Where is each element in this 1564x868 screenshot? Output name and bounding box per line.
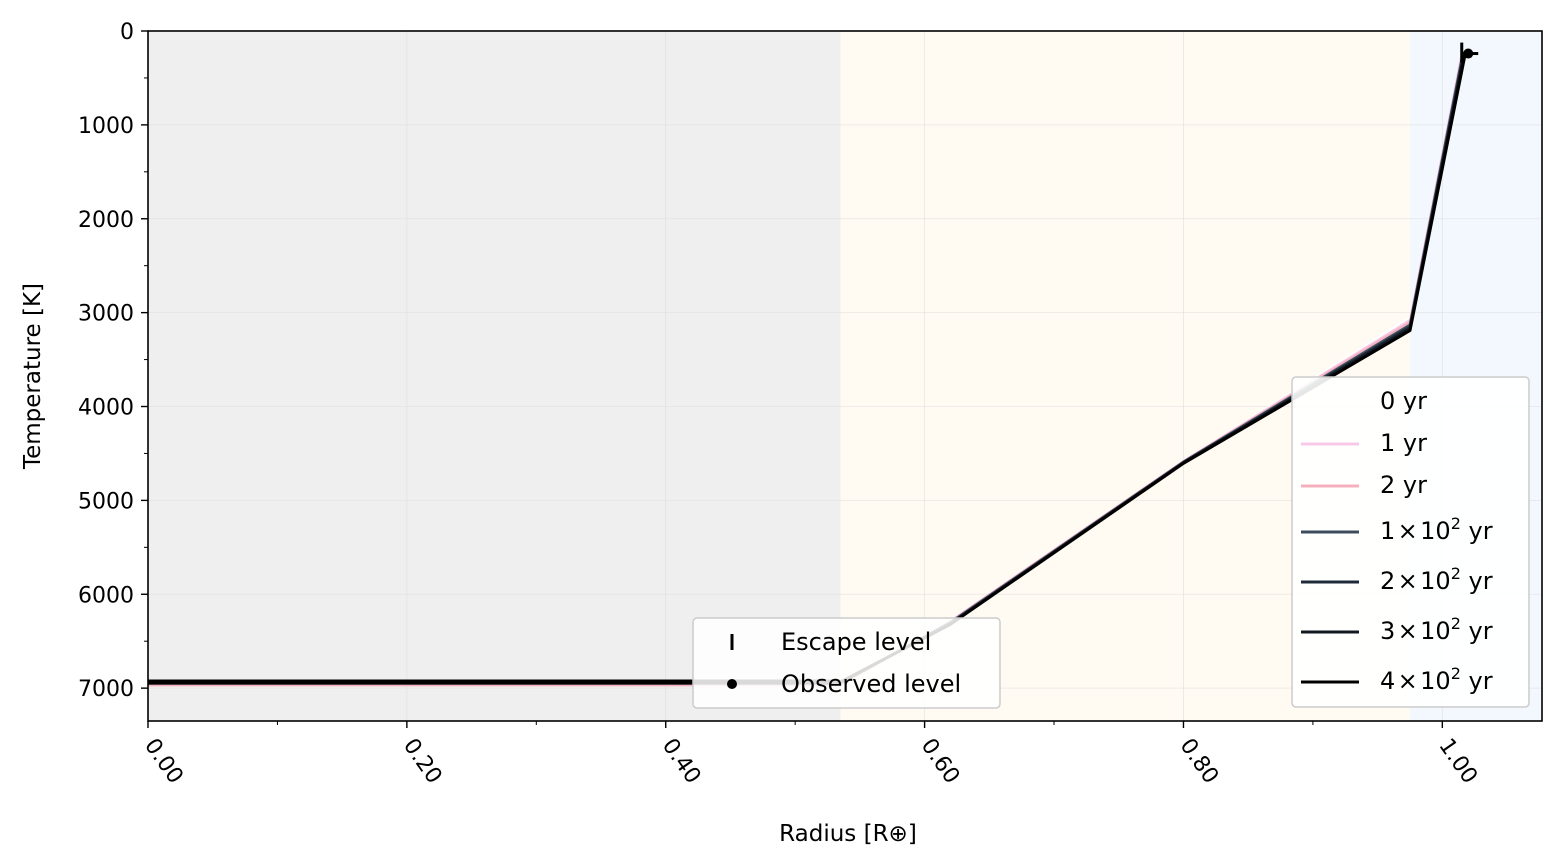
legend-main-box [1291, 376, 1530, 708]
region-shading [148, 31, 1542, 721]
x-tick-label: 0.40 [657, 734, 706, 788]
legend-level-markers: Escape level Observed level [692, 617, 1001, 709]
x-tick-label: 0.60 [916, 734, 965, 788]
y-tick-label: 4000 [78, 396, 134, 421]
x-axis-label: Radius [R⊕] [779, 821, 917, 847]
legend-markers-label: Escape level [781, 628, 931, 656]
x-tick-label: 0.80 [1175, 734, 1224, 788]
x-tick-label: 0.00 [139, 734, 188, 788]
plot-frame [147, 30, 1543, 722]
level-markers [1460, 42, 1479, 63]
legend-series-label: 1 yr [1380, 429, 1427, 457]
region-0 [148, 31, 841, 721]
legend-series-label: 2 × 102 yr [1380, 564, 1493, 595]
y-tick-label: 2000 [78, 208, 134, 233]
legend-series-label: 0 yr [1380, 387, 1427, 415]
legend-markers-label: Observed level [781, 670, 961, 698]
y-axis-label: Temperature [K] [20, 283, 46, 470]
legend-series-label: 2 yr [1380, 471, 1427, 499]
legend-markers-box [692, 617, 1001, 709]
y-tick-label: 7000 [78, 677, 134, 702]
x-tick-label: 1.00 [1433, 734, 1482, 788]
x-tick-label: 0.20 [398, 734, 447, 788]
legend-observed-symbol [727, 679, 737, 689]
legend-series-label: 1 × 102 yr [1380, 514, 1493, 545]
legend-series-label: 4 × 102 yr [1380, 664, 1493, 695]
legend-time-series: 0 yr 1 yr 2 yr 1 × 102 yr 2 × 102 yr 3 × 102 … [1291, 376, 1530, 708]
y-tick-label: 6000 [78, 583, 134, 608]
y-tick-label: 3000 [78, 302, 134, 327]
legend-series-label: 3 × 102 yr [1380, 614, 1493, 645]
y-tick-label: 5000 [78, 489, 134, 514]
y-tick-label: 0 [120, 20, 134, 45]
y-tick-label: 1000 [78, 114, 134, 139]
